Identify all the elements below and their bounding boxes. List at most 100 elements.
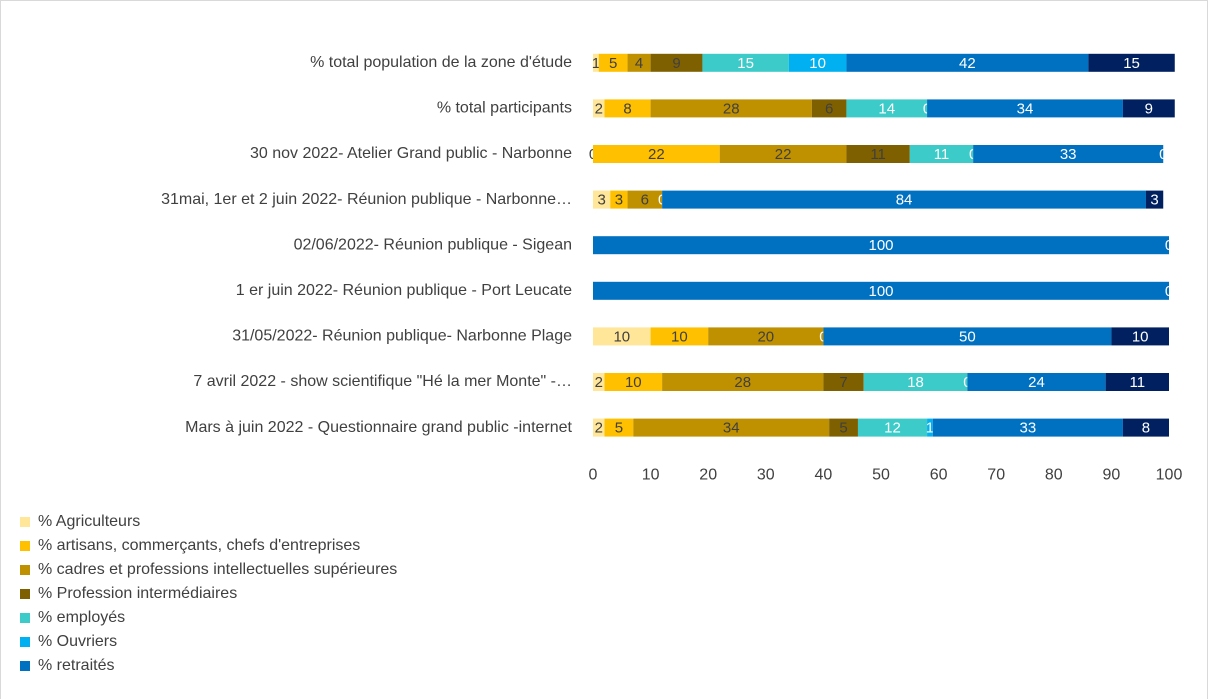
data-label: 28 [734,374,751,391]
data-label: 11 [870,146,886,163]
bar-segment [662,373,824,391]
bar-segment [593,190,611,209]
bar-segment [823,373,864,391]
bar-segment [967,373,1106,391]
bar-segment [610,190,628,209]
bar-segment [650,53,703,72]
data-label: 10 [1132,328,1149,345]
data-label: 11 [934,146,950,163]
legend-label: % Ouvriers [38,633,117,650]
bar-segment [604,99,651,118]
legend-swatch [20,517,30,527]
data-label: 5 [615,420,623,437]
data-label: 9 [672,55,680,72]
bar-segment [846,145,910,163]
x-tick-label: 30 [757,467,775,484]
x-tick-label: 50 [872,467,890,484]
data-label: 100 [868,237,893,254]
data-label: 15 [1123,55,1140,72]
y-tick-label: 30 nov 2022- Atelier Grand public - Narb… [250,145,572,162]
bar-segment [927,99,1123,118]
x-tick-label: 100 [1156,467,1183,484]
x-tick-label: 10 [642,467,660,484]
bar-segment [598,53,628,72]
bar-segment [1111,327,1169,346]
bar-segment [627,190,663,209]
bar-segment [788,53,847,72]
data-label: 0 [1165,237,1173,254]
data-label: 20 [757,328,774,345]
bar-segment [633,418,830,437]
x-tick-label: 60 [930,467,948,484]
data-label: 0 [1159,146,1167,163]
data-label: 1 [592,55,600,72]
data-label: 28 [723,100,740,117]
data-label: 2 [595,100,603,117]
x-tick-label: 40 [815,467,833,484]
data-label: 8 [623,100,631,117]
bar-segment [863,373,968,391]
x-tick-label: 90 [1103,467,1121,484]
legend-label: % retraités [38,657,114,674]
bar-segment [708,327,824,346]
data-label: 34 [723,420,740,437]
data-label: 7 [839,374,847,391]
bar-segment [719,145,847,163]
data-label: 0 [1165,283,1173,300]
x-tick-label: 20 [699,467,717,484]
data-label: 10 [625,374,642,391]
legend-label: % Profession intermédiaires [38,585,237,602]
y-tick-label: 02/06/2022- Réunion publique - Sigean [294,236,572,253]
data-label: 33 [1060,146,1077,163]
x-tick-label: 0 [589,467,598,484]
bar-segment [702,53,789,72]
bar-segment [857,418,928,437]
data-label: 3 [615,192,623,209]
bar-segment [593,281,1169,300]
data-label: 6 [641,192,649,209]
bar-segment [927,418,933,437]
data-label: 22 [775,146,792,163]
data-label: 33 [1020,420,1037,437]
data-label: 42 [959,55,976,72]
legend-label: % artisans, commerçants, chefs d'entrepr… [38,537,360,554]
bar-segment [593,236,1169,255]
bar-segment [932,418,1123,437]
bar-segment [909,145,974,163]
legend-swatch [20,661,30,671]
y-tick-label: % total population de la zone d'étude [310,54,572,71]
bar-segment [662,190,1146,209]
data-label: 1 [926,420,934,437]
bar-segment [593,418,605,437]
data-label: 2 [595,420,603,437]
legend-swatch [20,613,30,623]
y-tick-label: 31/05/2022- Réunion publique- Narbonne P… [232,328,572,345]
x-tick-label: 70 [987,467,1005,484]
data-label: 3 [597,192,605,209]
data-label: 8 [1142,420,1150,437]
bar-segment [604,373,663,391]
data-label: 3 [1150,192,1158,209]
bar-segment [593,145,720,163]
data-label: 10 [809,55,826,72]
data-label: 4 [635,55,643,72]
legend-swatch [20,541,30,551]
bar-segment [1088,53,1175,72]
y-tick-label: Mars à juin 2022 - Questionnaire grand p… [185,419,572,436]
bar-segment [593,99,605,118]
data-label: 22 [648,146,665,163]
data-label: 10 [613,328,630,345]
data-label: 15 [737,55,754,72]
legend-label: % cadres et professions intellectuelles … [38,561,397,578]
bar-segment [1145,190,1164,209]
data-label: 24 [1028,374,1045,391]
bar-segment [829,418,858,437]
y-tick-label: % total participants [437,100,572,117]
y-tick-label: 1 er juin 2022- Réunion publique - Port … [236,282,572,299]
bar-segment [823,327,1112,346]
legend-swatch [20,589,30,599]
bar-segment [811,99,847,118]
bar-segment [1105,373,1169,391]
data-label: 9 [1145,100,1153,117]
